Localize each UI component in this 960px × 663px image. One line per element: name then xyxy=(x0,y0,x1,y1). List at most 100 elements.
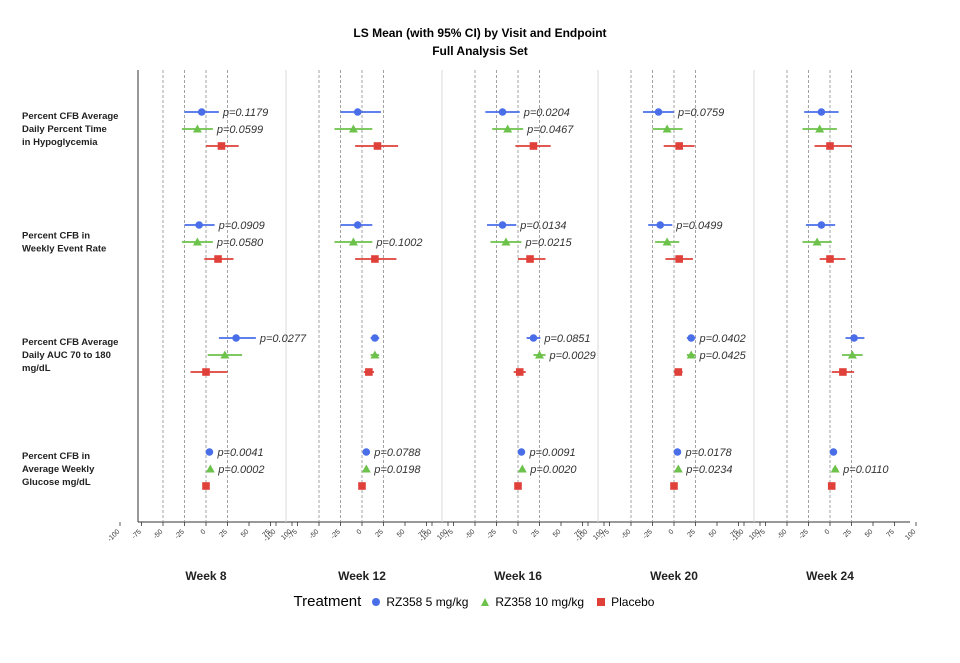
p-value-label: p=0.0499 xyxy=(675,220,722,232)
legend: Treatment RZ358 5 mg/kg RZ358 10 mg/kg P… xyxy=(0,593,960,610)
estimate-point xyxy=(830,464,840,473)
estimate-point xyxy=(195,221,203,229)
estimate-point xyxy=(498,108,507,116)
estimate-point xyxy=(817,221,826,229)
estimate-point xyxy=(217,142,226,150)
estimate-point xyxy=(812,237,822,246)
x-tick-label: -75 xyxy=(131,528,143,540)
x-tick-label: 100 xyxy=(904,528,917,541)
endpoint-label: mg/dL xyxy=(22,363,51,374)
endpoint-label: Daily Percent Time xyxy=(22,124,107,135)
x-tick-label: 25 xyxy=(842,528,853,539)
endpoint-label: Glucose mg/dL xyxy=(22,477,91,488)
estimate-point xyxy=(370,350,380,359)
endpoint-label: Daily AUC 70 to 180 xyxy=(22,350,111,361)
endpoint-label: Average Weekly xyxy=(22,464,95,475)
x-tick-label: 0 xyxy=(824,528,832,536)
p-value-label: p=0.0759 xyxy=(677,107,724,119)
estimate-point xyxy=(202,482,210,490)
estimate-point xyxy=(662,237,672,246)
x-tick-label: 75 xyxy=(729,528,740,539)
estimate-point xyxy=(526,255,534,263)
estimate-point xyxy=(373,142,382,150)
estimate-point xyxy=(197,108,206,116)
estimate-point xyxy=(847,350,857,359)
endpoint-label: Percent CFB Average xyxy=(22,337,118,348)
p-value-label: p=0.0134 xyxy=(519,220,566,232)
x-tick-label: -25 xyxy=(174,528,186,540)
estimate-point xyxy=(673,464,683,473)
estimate-point xyxy=(670,482,678,490)
p-value-label: p=0.0020 xyxy=(529,464,577,476)
estimate-point xyxy=(348,237,358,246)
x-tick-label: -50 xyxy=(308,528,320,540)
panel-label: Week 24 xyxy=(806,569,854,583)
estimate-point xyxy=(517,464,527,473)
chart-subtitle: Full Analysis Set xyxy=(432,44,528,58)
estimate-point xyxy=(202,368,210,376)
estimate-point xyxy=(656,221,665,229)
p-value-label: p=0.0909 xyxy=(218,220,265,232)
legend-item-rz358-5: RZ358 5 mg/kg xyxy=(371,595,468,609)
endpoint-label: Percent CFB in xyxy=(22,231,90,242)
x-tick-label: -50 xyxy=(464,528,476,540)
legend-label: RZ358 10 mg/kg xyxy=(495,594,585,609)
estimate-point xyxy=(850,334,858,342)
estimate-point xyxy=(361,464,371,473)
estimate-point xyxy=(829,448,838,456)
endpoint-label: Weekly Event Rate xyxy=(22,244,106,255)
legend-item-placebo: Placebo xyxy=(596,595,654,609)
p-value-label: p=0.0851 xyxy=(543,333,590,345)
x-tick-label: 75 xyxy=(261,528,272,539)
estimate-point xyxy=(686,350,696,359)
x-tick-label: -25 xyxy=(330,528,342,540)
legend-title: Treatment xyxy=(293,593,362,610)
estimate-point xyxy=(348,124,358,133)
estimate-point xyxy=(673,448,682,456)
p-value-label: p=0.0467 xyxy=(526,124,574,136)
estimate-point xyxy=(205,448,214,456)
estimate-point xyxy=(514,482,522,490)
x-tick-label: 0 xyxy=(200,528,208,536)
estimate-point xyxy=(365,368,373,376)
estimate-point xyxy=(826,255,834,263)
estimate-point xyxy=(214,255,222,263)
estimate-point xyxy=(503,124,513,133)
chart-title-block: LS Mean (with 95% CI) by Visit and Endpo… xyxy=(0,24,960,60)
p-value-label: p=0.0110 xyxy=(842,464,889,476)
estimate-point xyxy=(529,142,538,150)
estimate-point xyxy=(371,334,379,342)
legend-label: Placebo xyxy=(611,594,655,609)
estimate-point xyxy=(353,221,362,229)
p-value-label: p=0.0580 xyxy=(216,237,264,249)
x-tick-label: 0 xyxy=(512,528,520,536)
p-value-label: p=0.1179 xyxy=(222,107,268,119)
endpoint-label: Percent CFB Average xyxy=(22,111,118,122)
x-tick-label: -50 xyxy=(776,528,788,540)
estimate-point xyxy=(529,334,538,342)
endpoint-label: Percent CFB in xyxy=(22,451,90,462)
x-tick-label: 75 xyxy=(417,528,428,539)
estimate-point xyxy=(675,142,683,150)
p-value-label: p=0.0041 xyxy=(216,447,263,459)
x-tick-label: 50 xyxy=(864,528,875,539)
x-tick-label: 25 xyxy=(218,528,229,539)
panel-label: Week 16 xyxy=(494,569,542,583)
estimate-point xyxy=(535,350,544,359)
x-tick-label: 25 xyxy=(686,528,697,539)
legend-item-rz358-10: RZ358 10 mg/kg xyxy=(480,595,584,609)
estimate-point xyxy=(358,482,366,490)
triangle-marker-icon xyxy=(481,597,490,606)
estimate-point xyxy=(827,482,836,490)
p-value-label: p=0.0425 xyxy=(699,350,747,362)
p-value-label: p=0.0402 xyxy=(699,333,746,345)
x-tick-label: -25 xyxy=(798,528,810,540)
x-tick-label: -50 xyxy=(152,528,164,540)
p-value-label: p=0.0204 xyxy=(523,107,570,119)
x-tick-label: 50 xyxy=(552,528,563,539)
estimate-point xyxy=(501,237,511,246)
estimate-point xyxy=(362,448,371,456)
estimate-point xyxy=(220,350,230,359)
estimate-point xyxy=(687,334,695,342)
